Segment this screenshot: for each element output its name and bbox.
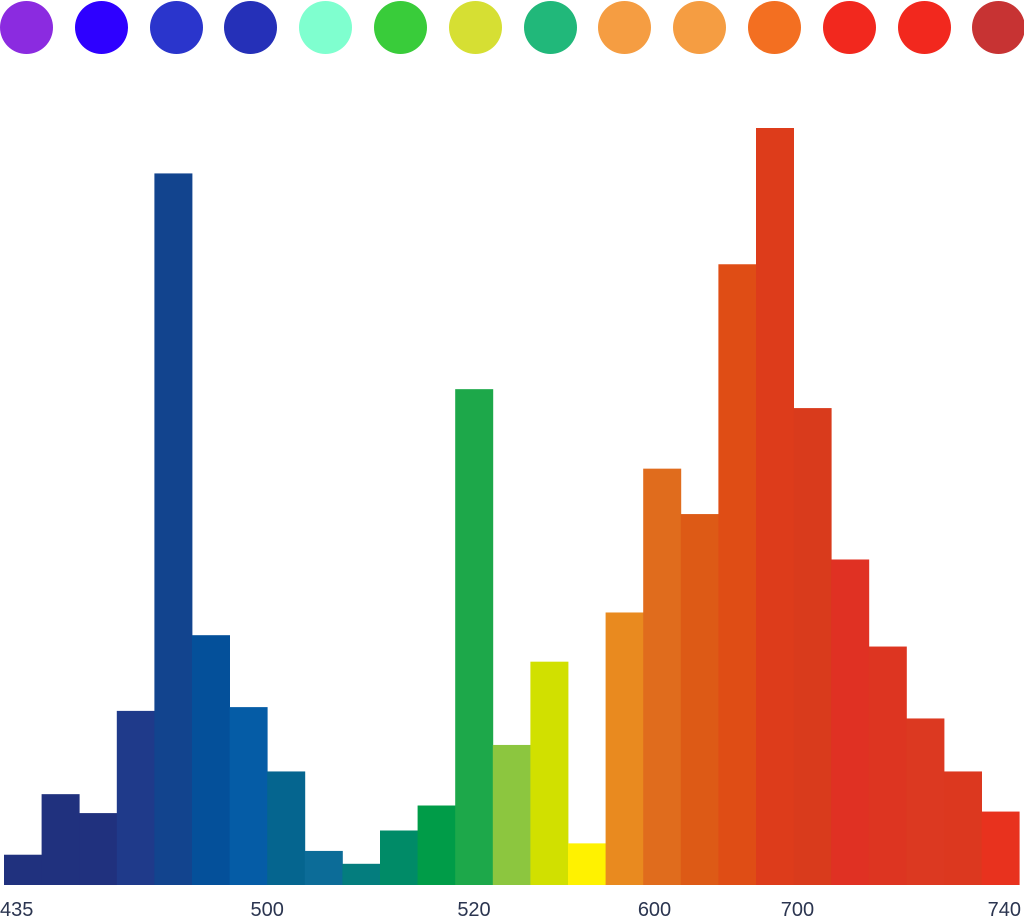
x-axis-tick-labels: 435 500 520 600 700 740: [0, 899, 1021, 921]
color-swatch: [822, 1, 876, 54]
bar: [342, 863, 381, 885]
bar: [605, 612, 644, 885]
color-swatch: [448, 1, 502, 54]
bar: [455, 389, 494, 885]
x-tick-label: 435: [0, 899, 33, 921]
bar: [643, 468, 682, 885]
bar: [116, 710, 155, 885]
bar: [41, 794, 80, 885]
color-swatch-row: [0, 0, 1024, 60]
bar: [79, 813, 118, 886]
color-swatch: [224, 1, 278, 54]
color-swatch: [374, 1, 427, 54]
color-swatch: [74, 1, 128, 54]
bar: [831, 559, 870, 885]
color-swatch: [897, 1, 951, 54]
bar: [568, 843, 606, 886]
color-swatch: [673, 1, 727, 54]
bar: [417, 805, 456, 885]
x-tick-label: 700: [781, 899, 814, 921]
color-swatch: [299, 1, 353, 54]
bar: [793, 408, 832, 885]
bar: [944, 771, 982, 885]
color-swatch: [523, 1, 577, 54]
x-tick-label: 600: [638, 899, 671, 921]
color-swatch: [598, 1, 652, 54]
color-swatch: [972, 1, 1024, 54]
bar: [229, 707, 268, 886]
bar: [380, 830, 418, 885]
bar: [756, 128, 794, 885]
bar: [906, 718, 945, 885]
bar: [981, 811, 1020, 885]
bar: [492, 744, 531, 885]
color-swatch: [149, 1, 203, 54]
x-tick-label: 740: [988, 899, 1021, 921]
bar: [154, 173, 193, 886]
x-tick-label: 520: [457, 899, 490, 921]
bar: [267, 771, 306, 885]
bar-group: [4, 128, 1020, 886]
color-swatch: [748, 1, 801, 54]
bar: [718, 264, 757, 885]
bar: [868, 646, 907, 885]
bar: [680, 514, 719, 885]
color-swatch: [0, 1, 53, 54]
bar: [4, 854, 42, 885]
bar: [304, 850, 343, 885]
bar: [192, 635, 230, 885]
bar: [530, 661, 569, 885]
x-tick-label: 500: [251, 899, 284, 921]
